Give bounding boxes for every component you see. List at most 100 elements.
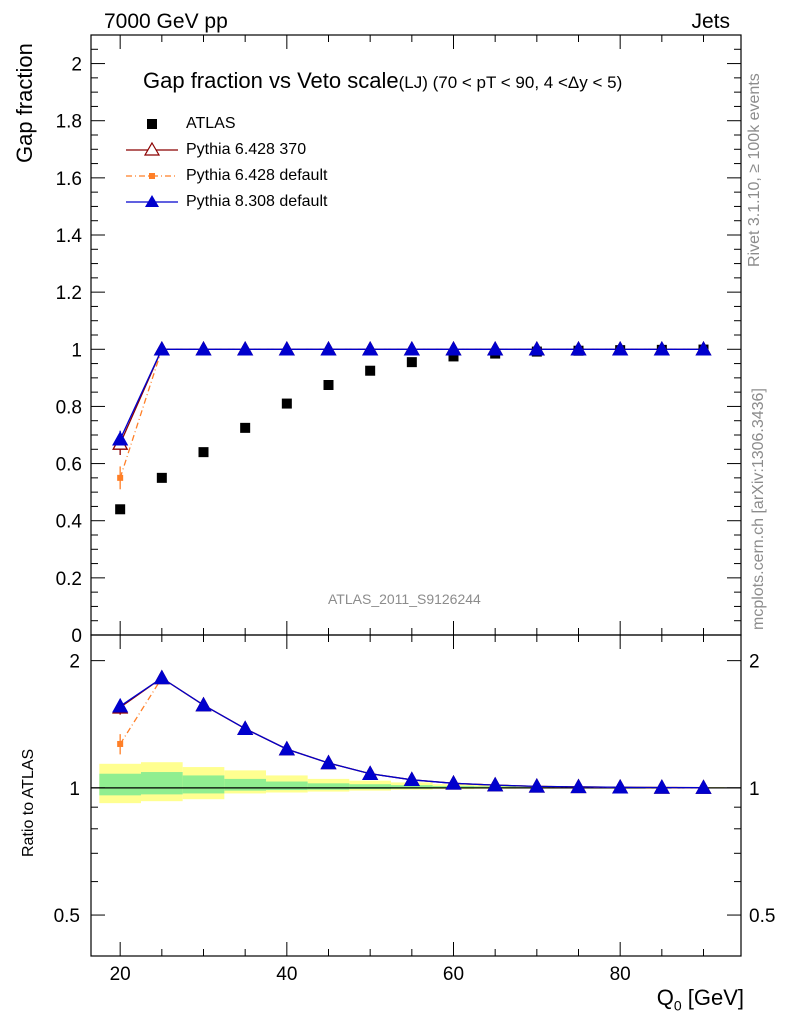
legend-label-pythia6-370: Pythia 6.428 370 [186, 141, 307, 158]
data-point-pythia8-default [570, 340, 587, 356]
data-point-pythia8-default [278, 340, 295, 356]
y-tick-label-main: 0 [71, 626, 82, 647]
x-axis-label-main: Q [656, 985, 674, 1010]
header-right: Jets [691, 10, 730, 33]
legend-label-pythia6-default: Pythia 6.428 default [186, 167, 328, 184]
data-point-atlas [448, 351, 459, 362]
y-tick-label-main: 0.6 [56, 455, 82, 476]
y-tick-label-main: 1.8 [56, 112, 82, 133]
ratio-point-pythia8-default [570, 778, 587, 794]
data-point-atlas [323, 380, 334, 390]
series-line-pythia6-default [119, 348, 704, 479]
chart-title-main: Gap fraction vs Veto scale [143, 68, 399, 93]
x-axis-label-unit: [GeV] [681, 985, 744, 1010]
data-point-pythia8-default [237, 340, 254, 356]
y-tick-label-main: 0.2 [56, 569, 82, 590]
header-left: 7000 GeV pp [104, 10, 228, 33]
legend-label-pythia8-default: Pythia 8.308 default [186, 193, 328, 210]
data-point-pythia8-default [362, 340, 379, 356]
chart-title-subtitle: (LJ) (70 < pT < 90, 4 <Δy < 5) [398, 73, 623, 92]
y-axis-label-ratio: Ratio to ATLAS [20, 748, 37, 857]
side-text-rivet: Rivet 3.1.10, ≥ 100k events [746, 73, 763, 267]
y-tick-label-main: 2 [71, 55, 82, 76]
data-point-pythia8-default [612, 340, 629, 356]
legend-marker-atlas [147, 119, 157, 129]
data-point-pythia8-default [195, 340, 212, 356]
ratio-band-green [266, 781, 308, 791]
y-axis-label-main: Gap fraction [12, 43, 37, 163]
data-point-pythia8-default [653, 340, 670, 356]
data-point-pythia6-default [117, 474, 124, 481]
data-point-atlas [406, 357, 417, 368]
ratio-band-green [141, 772, 183, 795]
ratio-band-green [182, 775, 225, 794]
ratio-point-pythia8-default [653, 779, 670, 794]
legend-entry-pythia8-default: Pythia 8.308 default [120, 190, 327, 214]
y-tick-label-main: 1 [71, 340, 82, 361]
y-tick-label-ratio-left: 0.5 [54, 906, 80, 927]
x-tick-label: 60 [443, 964, 464, 985]
y-tick-label-ratio-left: 1 [69, 779, 80, 800]
data-point-pythia8-default [445, 340, 462, 356]
ratio-point-pythia8-default [195, 696, 212, 712]
ratio-point-pythia8-default [445, 774, 462, 790]
legend-marker-pythia6-default [126, 173, 178, 179]
ratio-band-green [391, 785, 433, 789]
y-tick-label-main: 0.8 [56, 397, 82, 418]
legend-entry-pythia6-default: Pythia 6.428 default [120, 164, 327, 188]
data-point-pythia8-default [528, 340, 545, 356]
ratio-point-pythia8-default [153, 669, 170, 685]
y-tick-label-main: 1.6 [56, 169, 82, 190]
x-tick-label: 20 [110, 964, 131, 985]
y-tick-label-main: 0.4 [56, 512, 83, 533]
data-point-atlas [240, 422, 251, 433]
ratio-point-pythia8-default [237, 720, 254, 735]
ratio-panel-frame [90, 634, 742, 957]
data-point-pythia8-default [153, 340, 170, 356]
data-point-atlas [156, 472, 167, 483]
data-point-pythia8-default [112, 430, 129, 446]
legend-entry-atlas: ATLAS [120, 112, 236, 136]
ratio-band-green [224, 778, 266, 791]
ratio-point-pythia8-default [278, 740, 295, 756]
data-point-atlas [115, 504, 126, 515]
ratio-point-pythia8-default [612, 778, 629, 794]
ratio-point-pythia8-default [320, 754, 337, 770]
ratio-point-pythia8-default [362, 765, 379, 780]
ratio-point-pythia8-default [695, 779, 712, 794]
y-tick-label-main: 1.2 [56, 283, 82, 304]
watermark: ATLAS_2011_S9126244 [328, 591, 481, 607]
legend-marker-pythia6-370 [126, 141, 178, 156]
x-axis-label: Q0 [GeV] [657, 985, 744, 1013]
y-tick-label-ratio-right: 1 [749, 779, 760, 800]
x-axis-label-sub: 0 [673, 997, 682, 1014]
data-point-pythia8-default [320, 340, 337, 356]
ratio-point-pythia8-default [528, 778, 545, 793]
ratio-point-pythia6-default [117, 740, 124, 747]
y-tick-label-ratio-right: 2 [749, 652, 760, 673]
side-text-mcplots: mcplots.cern.ch [arXiv:1306.3436] [750, 388, 767, 630]
legend-marker-pythia8-default [126, 195, 178, 207]
x-tick-label: 80 [610, 964, 631, 985]
y-tick-label-ratio-left: 2 [69, 652, 80, 673]
data-point-pythia8-default [403, 340, 420, 356]
chart-title: Gap fraction vs Veto scale(LJ) (70 < pT … [143, 68, 622, 94]
data-point-atlas [281, 398, 292, 409]
y-tick-label-ratio-right: 0.5 [749, 906, 775, 927]
ratio-band-green [99, 773, 141, 796]
ratio-band-green [307, 783, 350, 790]
legend-label-atlas: ATLAS [186, 115, 236, 132]
y-tick-label-main: 1.4 [56, 226, 83, 247]
ratio-point-pythia8-default [112, 697, 129, 713]
data-point-atlas [365, 365, 376, 376]
x-tick-label: 40 [276, 964, 297, 985]
data-point-pythia8-default [695, 340, 712, 356]
data-point-atlas [198, 447, 209, 458]
legend-entry-pythia6-370: Pythia 6.428 370 [120, 138, 306, 162]
data-point-pythia8-default [487, 340, 504, 356]
chart-marks: 20 40 60 80 0 0.2 0.4 0.6 0.8 1 1.2 1.4 1.6 1.8 2 0.5 0.… [54, 34, 775, 985]
ratio-point-pythia8-default [487, 776, 504, 792]
ratio-band-green [349, 784, 391, 790]
ratio-point-pythia8-default [403, 771, 420, 787]
